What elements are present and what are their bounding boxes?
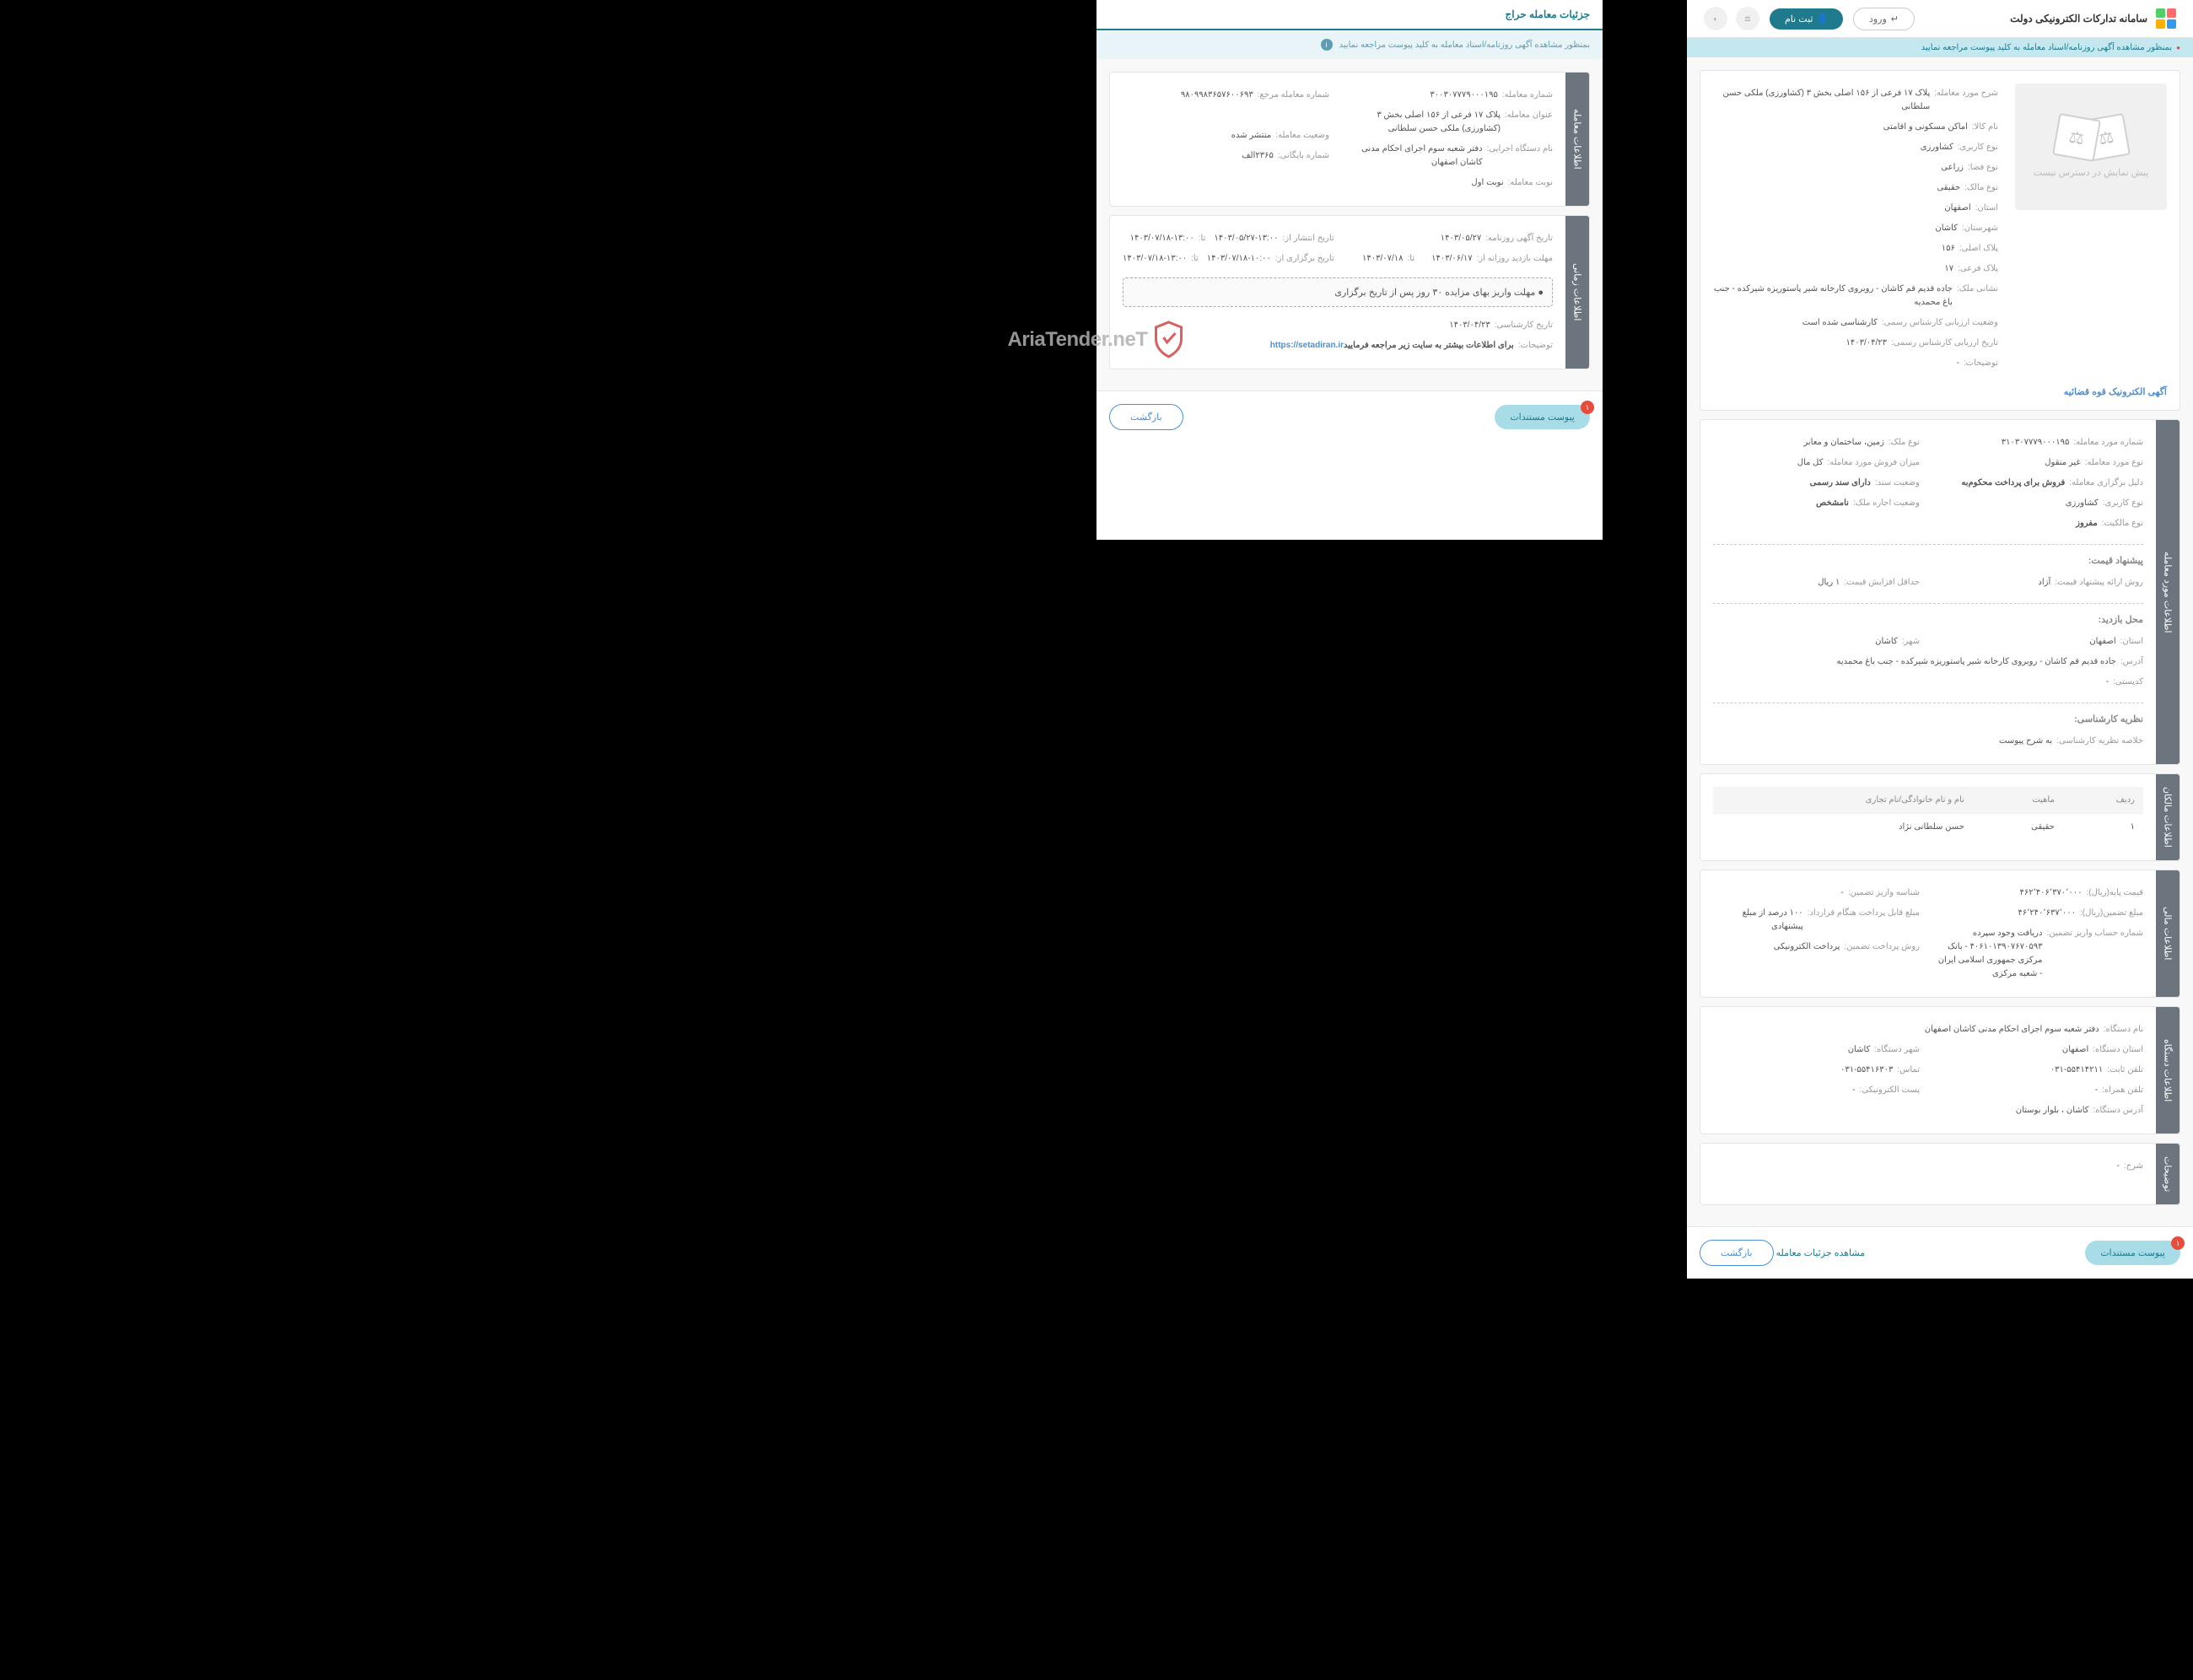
deal-info-panel: اطلاعات مورد معامله شماره مورد معامله:۳۱…	[1700, 419, 2180, 765]
left-footer: پیوست مستندات ۱ بازگشت	[1096, 390, 1603, 443]
view-details-link[interactable]: مشاهده جزئیات معامله	[1776, 1248, 1865, 1258]
table-row: ۱ حقیقی حسن سلطانی نژاد	[1713, 814, 2143, 841]
left-back-button[interactable]: بازگشت	[1109, 404, 1183, 430]
badge-count: ۱	[2171, 1236, 2185, 1250]
page-right: سامانه تدارکات الکترونیکی دولت ورود ثبت …	[1687, 0, 2193, 1279]
owners-table: ردیف ماهیت نام و نام خانوادگی/نام تجاری …	[1713, 787, 2143, 840]
left-deal-panel: اطلاعات معامله شماره معامله:۳۰۰۳۰۷۷۷۹۰۰۰…	[1109, 72, 1590, 207]
left-attachments-button[interactable]: پیوست مستندات ۱	[1495, 405, 1590, 429]
attachments-button[interactable]: پیوست مستندات ۱	[2085, 1241, 2180, 1265]
agency-panel: اطلاعات دستگاه نام دستگاه:دفتر شعبه سوم …	[1700, 1006, 2180, 1134]
deposit-deadline-box: ● مهلت واریز بهای مزایده ۳۰ روز پس از تا…	[1123, 277, 1553, 307]
login-button[interactable]: ورود	[1853, 8, 1915, 30]
site-header: سامانه تدارکات الکترونیکی دولت ورود ثبت …	[1687, 0, 2193, 38]
notice-bar: بمنظور مشاهده آگهی روزنامه/اسناد معامله …	[1687, 38, 2193, 57]
footer-bar: پیوست مستندات ۱ مشاهده جزئیات معامله باز…	[1687, 1226, 2193, 1279]
left-time-panel: اطلاعات زمانی تاریخ آگهی روزنامه:۱۴۰۳/۰۵…	[1109, 215, 1590, 369]
back-button[interactable]: بازگشت	[1700, 1240, 1774, 1266]
gavel-icon: ⚖	[2052, 113, 2101, 162]
page-left-title: جزئیات معامله حراج	[1096, 0, 1603, 30]
site-title: سامانه تدارکات الکترونیکی دولت	[2010, 13, 2147, 24]
financial-panel: اطلاعات مالی قیمت پایه(ریال):۴۶۲٬۴۰۶٬۳۷۰…	[1700, 870, 2180, 998]
logo-icon	[2156, 8, 2176, 29]
explanation-panel: توضیحات شرح:-	[1700, 1143, 2180, 1205]
page-left: جزئیات معامله حراج بمنظور مشاهده آگهی رو…	[1096, 0, 1603, 540]
notice-blue: بمنظور مشاهده آگهی روزنامه/اسناد معامله …	[1096, 30, 1603, 59]
gov-logo-2-icon: ◐	[1704, 7, 1727, 30]
gov-logo-1-icon: ⚖	[1736, 7, 1759, 30]
judiciary-link[interactable]: آگهی الکترونیک قوه قضائیه	[2064, 387, 2167, 397]
setadiran-link[interactable]: https://setadiran.ir	[1270, 339, 1344, 353]
image-placeholder: ⚖ ⚖ پیش نمایش در دسترس نیست	[2015, 83, 2167, 210]
basic-info-panel: ⚖ ⚖ پیش نمایش در دسترس نیست شرح مورد معا…	[1700, 70, 2180, 411]
owners-panel: اطلاعات مالکان ردیف ماهیت نام و نام خانو…	[1700, 773, 2180, 861]
signup-button[interactable]: ثبت نام	[1770, 8, 1843, 30]
info-icon: i	[1321, 39, 1333, 51]
deal-info-sidebar: اطلاعات مورد معامله	[2156, 420, 2180, 764]
